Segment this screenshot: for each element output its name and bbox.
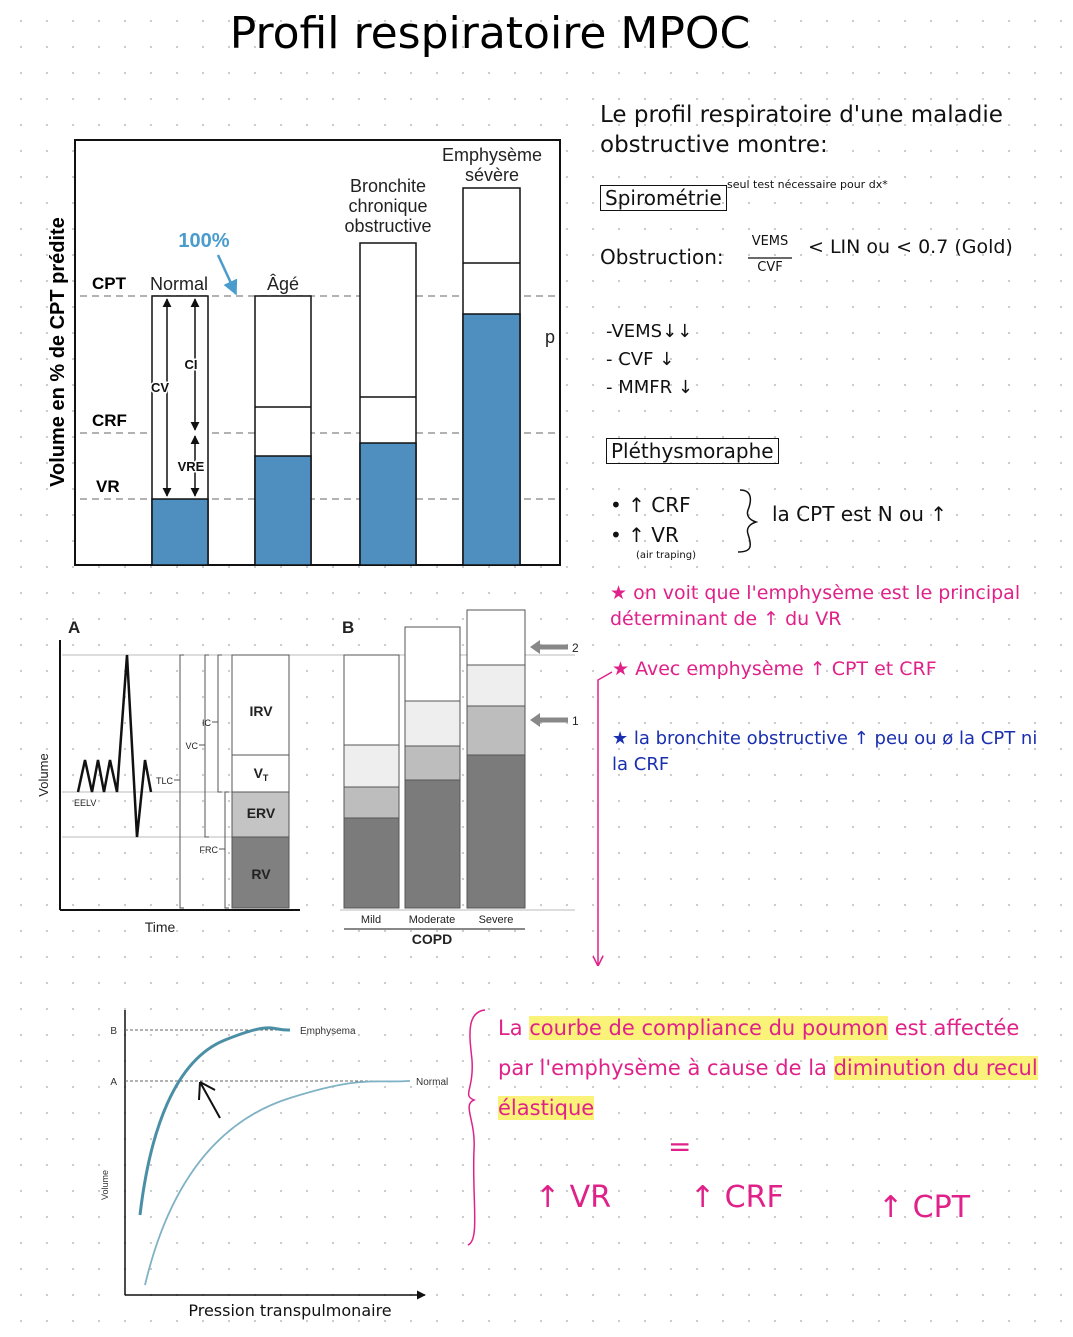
x-axis-label: Time <box>145 919 176 935</box>
segment-label: VT <box>254 765 269 783</box>
level-label: B <box>110 1026 117 1037</box>
equals: = <box>668 1130 692 1163</box>
arrow-label: CI <box>185 357 198 372</box>
category-label: Severe <box>479 914 514 926</box>
x-axis-label: Pression transpulmonaire <box>188 1301 391 1320</box>
bar-label: Âgé <box>267 274 299 294</box>
highlight: courbe de compliance du poumon <box>529 1016 889 1040</box>
bracket-label: TLC <box>156 776 174 786</box>
category-label: Moderate <box>409 914 455 926</box>
result: ↑ CRF <box>690 1180 784 1215</box>
text: La <box>498 1016 530 1040</box>
plethysmography-conclusion: la CPT est N ou ↑ <box>772 502 948 526</box>
segment-label-main: V <box>254 765 264 781</box>
finding: -VEMS↓↓ <box>606 321 693 342</box>
annotation: 100% <box>178 230 229 252</box>
volume-stack <box>231 654 290 909</box>
y-axis-label: Volume en % de CPT prédite <box>47 217 69 487</box>
star-note: ★ on voit que l'emphysème est le princip… <box>610 582 1021 630</box>
marker-label: 1 <box>572 714 579 728</box>
obstruction-label: Obstruction: <box>600 245 724 269</box>
spirometry-findings: -VEMS↓↓ - CVF ↓ - MMFR ↓ <box>606 318 693 402</box>
category-label: Mild <box>361 914 381 926</box>
bar-label-text: Emphysème sévère <box>441 145 543 185</box>
group-label: COPD <box>412 931 452 947</box>
annotation-arrow <box>216 254 238 296</box>
segment-label-sub: T <box>263 773 269 783</box>
plethysmography-box: Pléthysmoraphe <box>606 438 779 464</box>
normal-curve <box>144 1080 411 1286</box>
finding: - MMFR ↓ <box>606 377 693 398</box>
copd-bars <box>343 609 526 909</box>
level-label: A <box>110 1077 117 1088</box>
fraction-denominator: CVF <box>757 260 783 275</box>
text: est affectée par l'emphysème à cause de … <box>498 1016 1020 1080</box>
emphysema-curve <box>138 1026 291 1216</box>
volume-arrows <box>162 298 200 497</box>
handwritten-arrow <box>198 1081 221 1119</box>
bar-label: Bronchite chronique obstructive <box>344 176 432 236</box>
panel-label: B <box>342 618 354 637</box>
level-label: CPT <box>92 274 127 293</box>
marker-heads <box>530 640 540 727</box>
brackets <box>174 654 229 909</box>
segment-label: ERV <box>247 805 276 821</box>
compliance-note: La courbe de compliance du poumon est af… <box>498 1008 1038 1128</box>
arrow-label: CV <box>151 380 169 395</box>
bracket-label: IC <box>202 718 212 728</box>
bar-label: Emphysème sévère <box>441 145 543 185</box>
marker-label: 2 <box>572 641 579 655</box>
arrow-label: VRE <box>178 459 205 474</box>
plethysmography-findings: • ↑ CRF • ↑ VR <box>610 490 691 550</box>
segment-label: IRV <box>249 703 273 719</box>
breathing-trace <box>76 654 153 838</box>
finding: - CVF ↓ <box>606 349 675 370</box>
intro-line: obstructive montre: <box>600 132 828 158</box>
y-axis-label: Volume <box>100 1170 110 1200</box>
spirometry-box: Spirométrie <box>600 185 727 211</box>
curve-label: Emphysema <box>300 1026 356 1037</box>
result: ↑ VR <box>535 1180 612 1215</box>
intro: Le profil respiratoire d'une maladie obst… <box>600 100 1003 160</box>
pink-brace <box>467 1009 486 1246</box>
figure-volumes: Volume en % de CPT prédite CPT CRF VR 10… <box>47 139 561 566</box>
curve-label: Normal <box>416 1077 448 1088</box>
star-note: ★ la bronchite obstructive ↑ peu ou ø la… <box>612 728 1038 775</box>
intro-line: Le profil respiratoire d'une maladie <box>600 102 1003 128</box>
obstruction-criteria: < LIN ou < 0.7 (Gold) <box>808 236 1013 258</box>
bracket-label: FRC <box>200 845 219 855</box>
segment-label: RV <box>251 866 271 882</box>
bar-label: Normal <box>150 274 208 294</box>
plethysmography-aside: (air traping) <box>636 550 696 561</box>
pink-arrow <box>598 671 613 965</box>
page-title: Profil respiratoire MPOC <box>230 8 750 59</box>
trace-label: EELV <box>74 798 96 808</box>
bar-label-text: Bronchite chronique obstructive <box>344 176 432 236</box>
panel-label: A <box>68 618 80 637</box>
finding: • ↑ VR <box>610 523 679 547</box>
stray-mark: p <box>545 327 555 347</box>
level-markers <box>538 644 568 723</box>
level-label: VR <box>96 477 120 496</box>
bars <box>151 187 521 566</box>
figure-compliance: B A Volume Emphysema Normal Pression tra… <box>100 1010 448 1320</box>
fraction-numerator: VEMS <box>751 234 789 249</box>
spirometry-aside: seul test nécessaire pour dx* <box>727 178 888 191</box>
finding: • ↑ CRF <box>610 493 691 517</box>
bracket-label: VC <box>185 741 198 751</box>
y-axis-label: Volume <box>36 753 51 796</box>
star-note: ★ Avec emphysème ↑ CPT et CRF <box>612 658 937 680</box>
figure-copd-volumes: A B Volume Time EELV TLC VC IC FRC IRV V… <box>36 609 579 947</box>
result: ↑ CPT <box>878 1190 971 1225</box>
brace <box>737 489 759 553</box>
level-label: CRF <box>92 411 127 430</box>
